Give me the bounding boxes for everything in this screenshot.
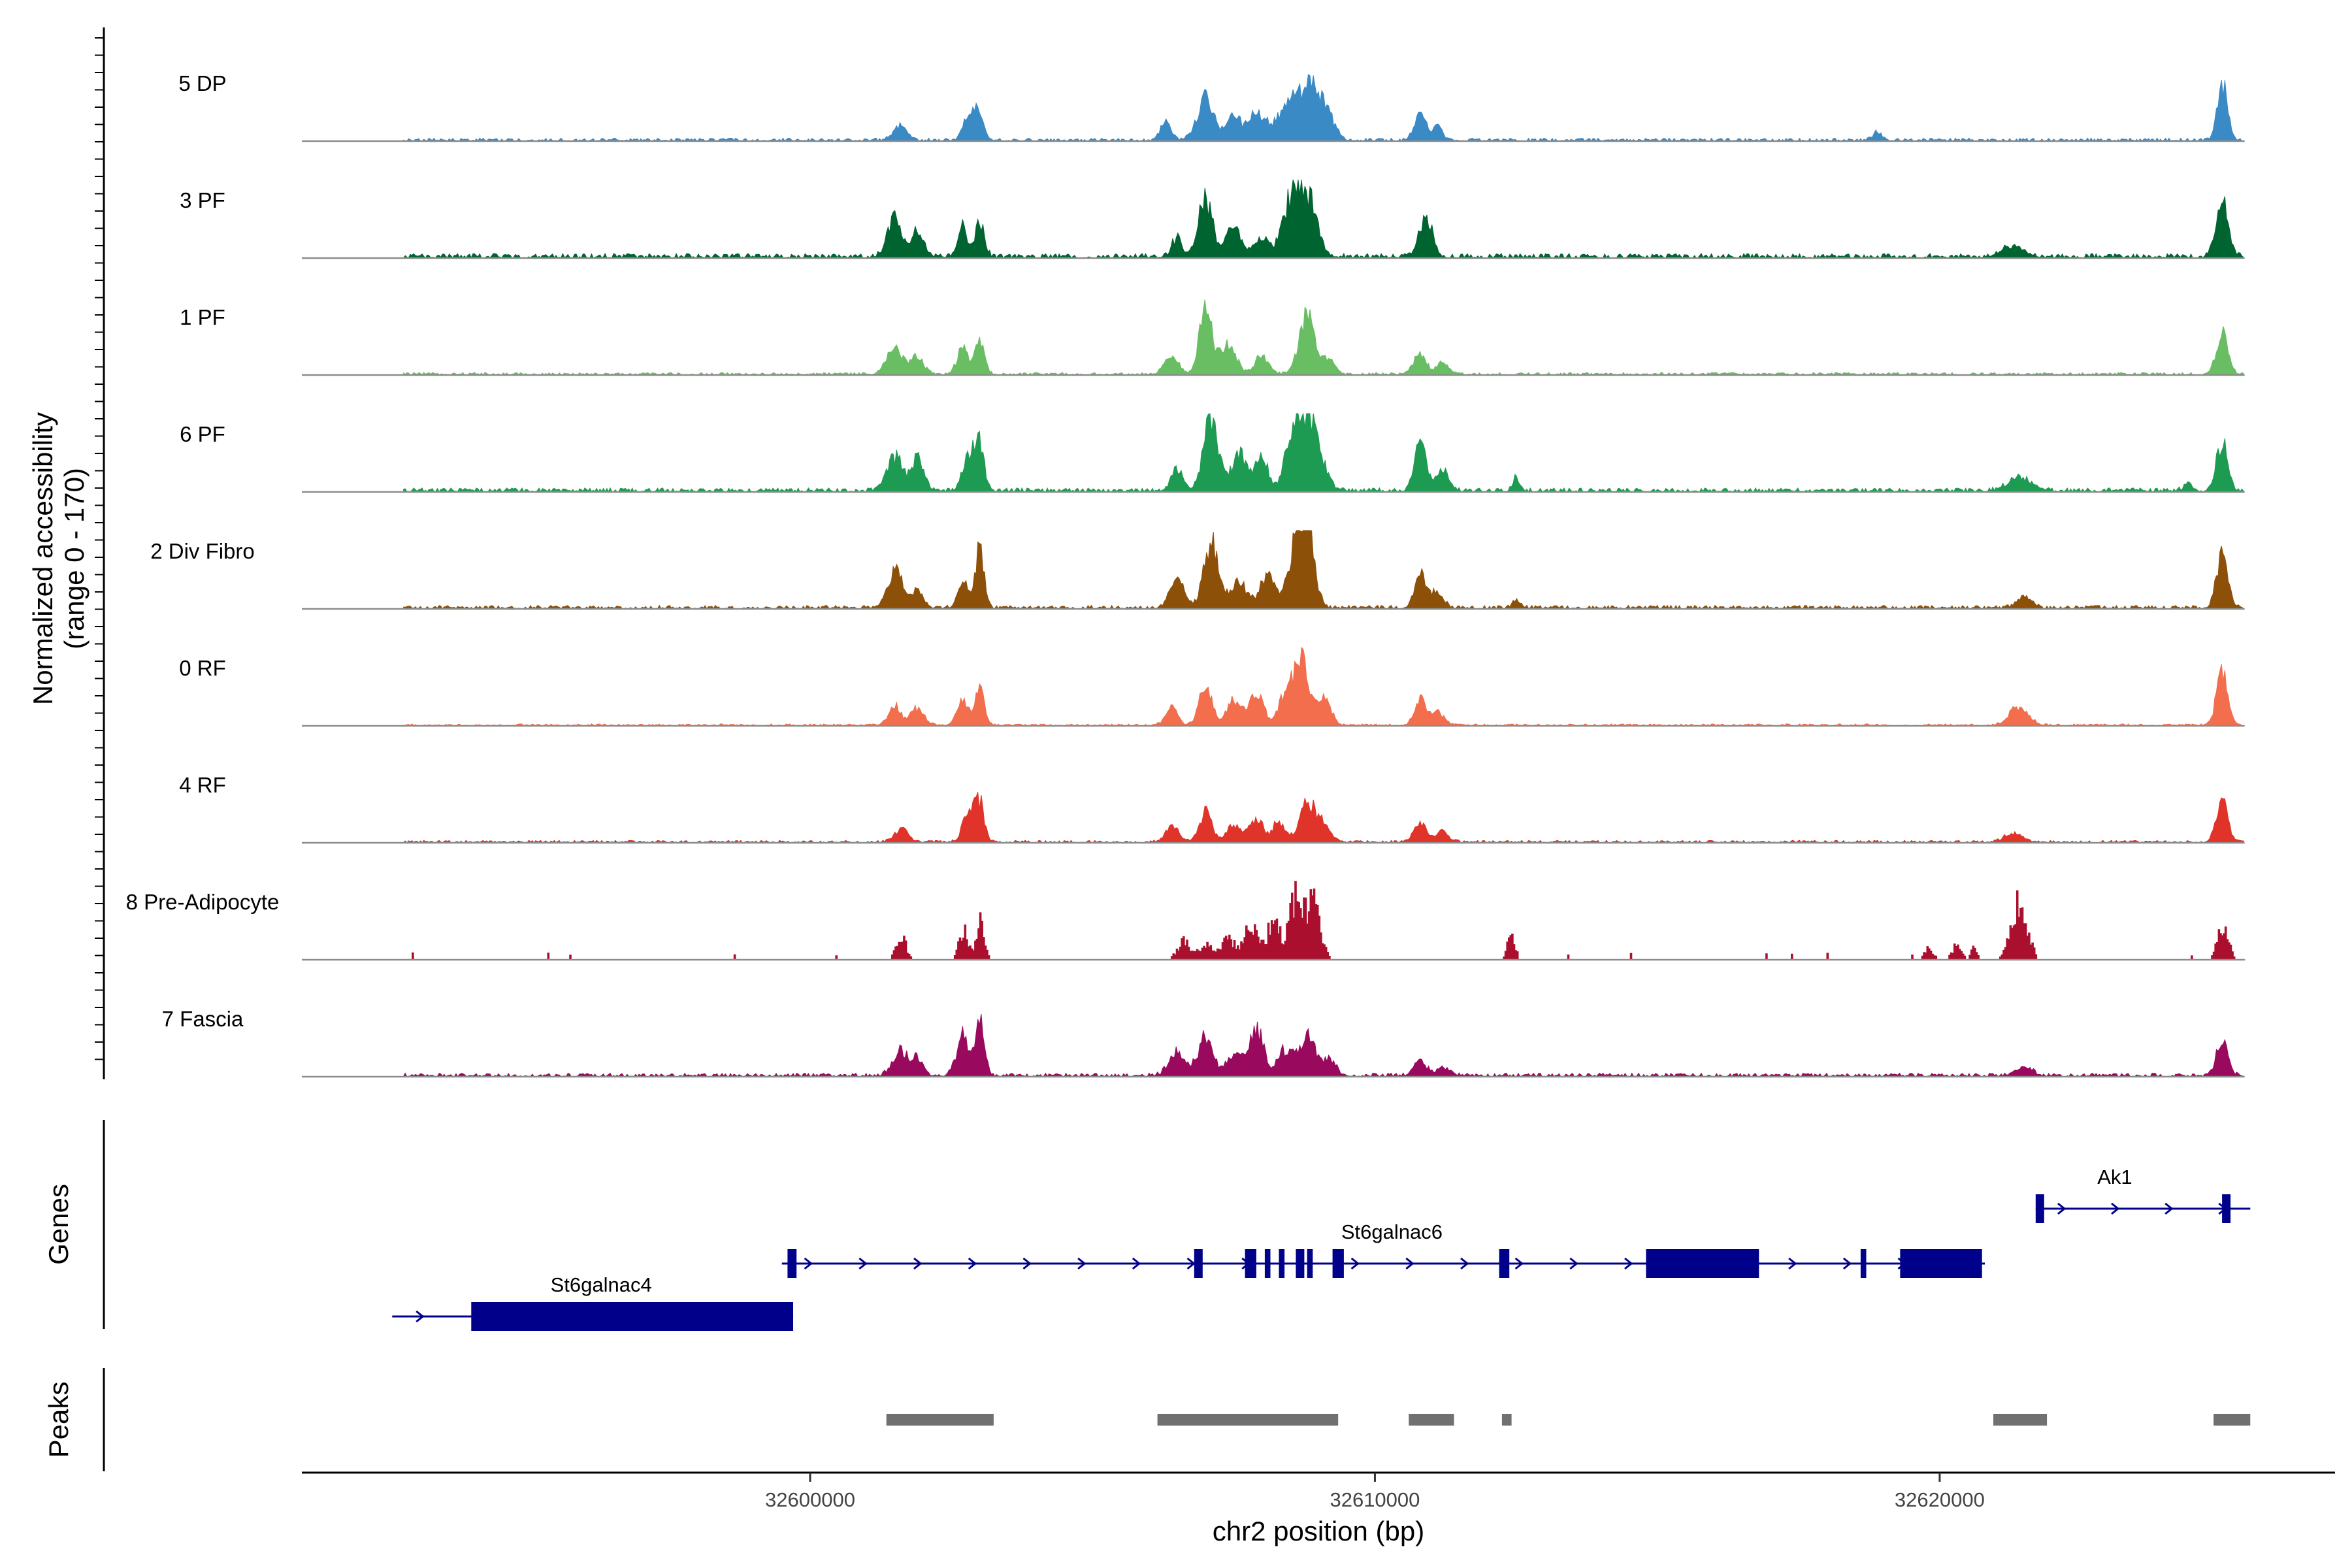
peaks-panel bbox=[886, 1414, 2251, 1426]
strand-arrow bbox=[1569, 1257, 1578, 1270]
track-5-dp: 5 DP bbox=[178, 71, 2245, 142]
gene-exon bbox=[1860, 1249, 1867, 1278]
peaks-panel-title: Peaks bbox=[43, 1382, 74, 1458]
track-6-pf: 6 PF bbox=[180, 412, 2245, 493]
strand-arrow bbox=[1788, 1257, 1797, 1270]
track-1-pf: 1 PF bbox=[180, 299, 2245, 376]
gene-exon bbox=[787, 1249, 797, 1278]
gene-name-label: St6galnac6 bbox=[1341, 1220, 1443, 1243]
gene-exon bbox=[1279, 1249, 1285, 1278]
peak-region bbox=[1157, 1414, 1339, 1426]
strand-arrow bbox=[1350, 1257, 1360, 1270]
track-label: 8 Pre-Adipocyte bbox=[126, 890, 280, 914]
track-label: 0 RF bbox=[179, 656, 226, 680]
coverage-area bbox=[403, 792, 2244, 843]
strand-arrow bbox=[1022, 1257, 1032, 1270]
coverage-area bbox=[403, 1014, 2244, 1077]
track-4-rf: 4 RF bbox=[179, 773, 2245, 844]
accessibility-tracks: 5 DP 3 PF 1 PF 6 PF 2 Div Fibro 0 RF 4 RF 8 Pre… bbox=[126, 71, 2246, 1078]
genes-panel: St6galnac4 St6galnac6 Ak1 bbox=[392, 1166, 2251, 1331]
coverage-area bbox=[403, 530, 2244, 610]
strand-arrow bbox=[1514, 1257, 1524, 1270]
strand-arrow bbox=[2057, 1202, 2066, 1215]
strand-arrow bbox=[804, 1257, 813, 1270]
gene-exon bbox=[1332, 1249, 1344, 1278]
y-axis-title-line1: Normalized accessibility bbox=[27, 412, 58, 705]
coverage-area bbox=[403, 179, 2244, 259]
track-2-div-fibro: 2 Div Fibro bbox=[150, 530, 2245, 610]
track-label: 3 PF bbox=[180, 188, 225, 212]
gene-exon bbox=[1264, 1249, 1271, 1278]
gene-name-label: Ak1 bbox=[2097, 1166, 2132, 1188]
gene-st6galnac6: St6galnac6 bbox=[781, 1220, 1985, 1278]
strand-arrow bbox=[858, 1257, 868, 1270]
gene-st6galnac4: St6galnac4 bbox=[392, 1273, 794, 1331]
coverage-area bbox=[403, 881, 2246, 960]
strand-arrow bbox=[2164, 1202, 2174, 1215]
gene-exon bbox=[471, 1302, 793, 1331]
track-3-pf: 3 PF bbox=[180, 179, 2245, 259]
strand-arrow bbox=[1132, 1257, 1141, 1270]
track-label: 4 RF bbox=[179, 773, 226, 797]
strand-arrow bbox=[968, 1257, 977, 1270]
gene-exon bbox=[1194, 1249, 1203, 1278]
coverage-area bbox=[403, 74, 2244, 142]
peak-region bbox=[1501, 1414, 1512, 1426]
genes-panel-title: Genes bbox=[43, 1184, 74, 1265]
x-tick-label: 32610000 bbox=[1330, 1488, 1420, 1511]
strand-arrow bbox=[1186, 1257, 1196, 1270]
x-tick-label: 32600000 bbox=[765, 1488, 855, 1511]
strand-arrow bbox=[2111, 1202, 2120, 1215]
track-label: 5 DP bbox=[178, 71, 226, 95]
gene-exon bbox=[1900, 1249, 1982, 1278]
track-0-rf: 0 RF bbox=[179, 646, 2245, 727]
coverage-area bbox=[403, 299, 2244, 376]
tracks-y-ticks bbox=[95, 37, 104, 1060]
strand-arrow bbox=[1624, 1257, 1633, 1270]
strand-arrow bbox=[1077, 1257, 1086, 1270]
gene-name-label: St6galnac4 bbox=[551, 1273, 652, 1296]
peak-region bbox=[1993, 1414, 2048, 1426]
peak-region bbox=[1409, 1414, 1454, 1426]
gene-ak1: Ak1 bbox=[2035, 1166, 2251, 1223]
track-label: 1 PF bbox=[180, 305, 225, 329]
gene-exon bbox=[1296, 1249, 1305, 1278]
peak-region bbox=[886, 1414, 994, 1426]
x-axis-title: chr2 position (bp) bbox=[1213, 1516, 1425, 1546]
gene-exon bbox=[1499, 1249, 1510, 1278]
coverage-area bbox=[403, 646, 2244, 727]
gene-exon bbox=[2035, 1194, 2044, 1223]
gene-exon bbox=[1245, 1249, 1256, 1278]
track-8-pre-adipocyte: 8 Pre-Adipocyte bbox=[126, 881, 2246, 961]
track-label: 6 PF bbox=[180, 422, 225, 446]
gene-exon bbox=[1646, 1249, 1759, 1278]
strand-arrow bbox=[1460, 1257, 1469, 1270]
gene-exon bbox=[1307, 1249, 1313, 1278]
strand-arrow bbox=[913, 1257, 923, 1270]
peak-region bbox=[2213, 1414, 2251, 1426]
y-axis-title-line2: (range 0 - 170) bbox=[59, 468, 90, 649]
strand-arrow bbox=[1405, 1257, 1414, 1270]
track-label: 7 Fascia bbox=[162, 1007, 244, 1031]
gene-exon bbox=[2222, 1194, 2231, 1223]
strand-arrow bbox=[416, 1310, 425, 1323]
track-label: 2 Div Fibro bbox=[150, 539, 255, 563]
x-tick-label: 32620000 bbox=[1895, 1488, 1985, 1511]
strand-arrow bbox=[1842, 1257, 1852, 1270]
x-axis-ticks: 32600000 32610000 32620000 bbox=[765, 1473, 1985, 1511]
coverage-area bbox=[403, 412, 2244, 493]
track-7-fascia: 7 Fascia bbox=[162, 1007, 2245, 1078]
